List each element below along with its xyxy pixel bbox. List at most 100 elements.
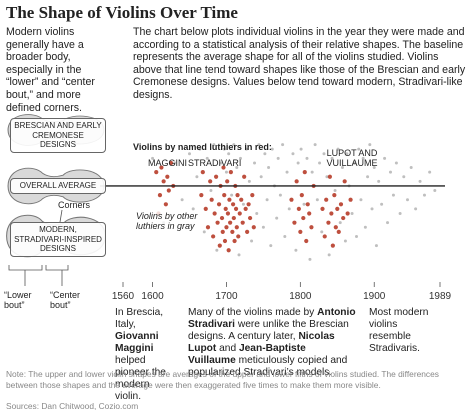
data-point [428, 170, 432, 174]
data-point [265, 198, 269, 202]
annotation-text: Many of the violins made by [188, 307, 318, 318]
data-point [245, 229, 250, 234]
data-point [226, 248, 231, 253]
data-point [322, 152, 326, 156]
data-point [320, 230, 324, 234]
data-point [214, 174, 219, 179]
x-tick-label: 1989 [429, 291, 452, 302]
intro-text: Modern violins generally have a broader … [6, 26, 95, 114]
data-point [322, 234, 327, 239]
data-point [255, 211, 259, 215]
data-point [355, 234, 359, 238]
data-point [211, 234, 216, 239]
data-point [308, 257, 312, 261]
bout-label: “Center bout” [50, 290, 81, 310]
x-tick-label: 1800 [289, 291, 312, 302]
data-point [250, 193, 255, 198]
data-point [243, 206, 248, 211]
data-point [281, 143, 285, 147]
data-point [224, 170, 228, 174]
data-point [263, 152, 267, 156]
description-text: The chart below plots individual violins… [133, 26, 466, 101]
data-point [173, 161, 177, 165]
data-point [163, 202, 168, 207]
data-point [372, 166, 376, 170]
data-point [215, 248, 219, 252]
data-point [257, 143, 261, 147]
data-point [238, 156, 242, 160]
data-point [340, 166, 344, 170]
data-point [195, 175, 199, 179]
data-point [304, 238, 309, 244]
title: The Shape of Violins Over Time [6, 3, 238, 22]
data-point [336, 147, 340, 151]
data-point [230, 229, 235, 234]
data-point [335, 206, 340, 211]
data-point [299, 193, 304, 198]
data-point [294, 179, 299, 184]
data-point [159, 165, 164, 170]
data-point [250, 239, 254, 243]
data-point [336, 229, 341, 234]
data-point [402, 175, 406, 179]
data-point [165, 174, 170, 179]
annotation-text: In Brescia, Italy, [115, 307, 164, 330]
data-point [212, 211, 217, 216]
shape-label: OVERALL AVERAGE [10, 178, 106, 194]
data-point [285, 170, 289, 174]
data-point [157, 193, 163, 198]
data-point [370, 207, 374, 211]
data-point [374, 244, 378, 248]
data-point [350, 211, 354, 215]
data-point [208, 179, 213, 184]
data-point [363, 225, 367, 229]
data-point [343, 239, 347, 243]
data-point [247, 215, 253, 221]
data-point [209, 197, 214, 202]
data-point [215, 220, 220, 225]
data-point [357, 147, 361, 151]
bout-label: “Lower bout” [4, 290, 32, 310]
data-point [418, 179, 422, 183]
data-point [202, 230, 206, 234]
data-point [324, 197, 329, 202]
data-point [283, 234, 287, 238]
annotation-text: meticulously copied and popularized Stra… [188, 355, 348, 378]
annotation: Many of the violins made by Antonio Stra… [188, 307, 356, 379]
annotation-text: Most modern violins resemble Stradivaris… [369, 307, 429, 354]
data-point [391, 193, 395, 197]
data-point [219, 215, 225, 221]
data-point [338, 202, 344, 207]
data-point [270, 147, 274, 151]
data-point [301, 215, 306, 221]
data-point [224, 225, 229, 230]
data-point [221, 165, 226, 170]
data-point [235, 193, 240, 198]
data-point [180, 198, 184, 202]
data-point [318, 161, 322, 165]
data-point [309, 225, 314, 230]
data-point [225, 211, 231, 216]
data-point [222, 193, 227, 198]
data-point [216, 202, 222, 207]
data-point [361, 156, 365, 160]
data-point [326, 220, 331, 225]
data-point [287, 207, 291, 211]
data-point [239, 197, 244, 202]
annotation-text: Nicolas Lupot [188, 331, 335, 354]
data-point [205, 156, 209, 160]
data-point [422, 193, 426, 197]
legend-label: MAGGINI [148, 158, 188, 168]
data-point [409, 166, 413, 170]
data-point [329, 211, 334, 216]
x-tick-label: 1900 [363, 291, 386, 302]
legend-label: LUPOT AND VUILLAUME [326, 148, 378, 168]
data-point [240, 220, 245, 225]
data-point [307, 211, 312, 216]
data-point [244, 147, 248, 151]
data-point [338, 221, 342, 225]
data-point [383, 156, 387, 160]
data-point [313, 143, 317, 147]
data-point [341, 215, 346, 221]
